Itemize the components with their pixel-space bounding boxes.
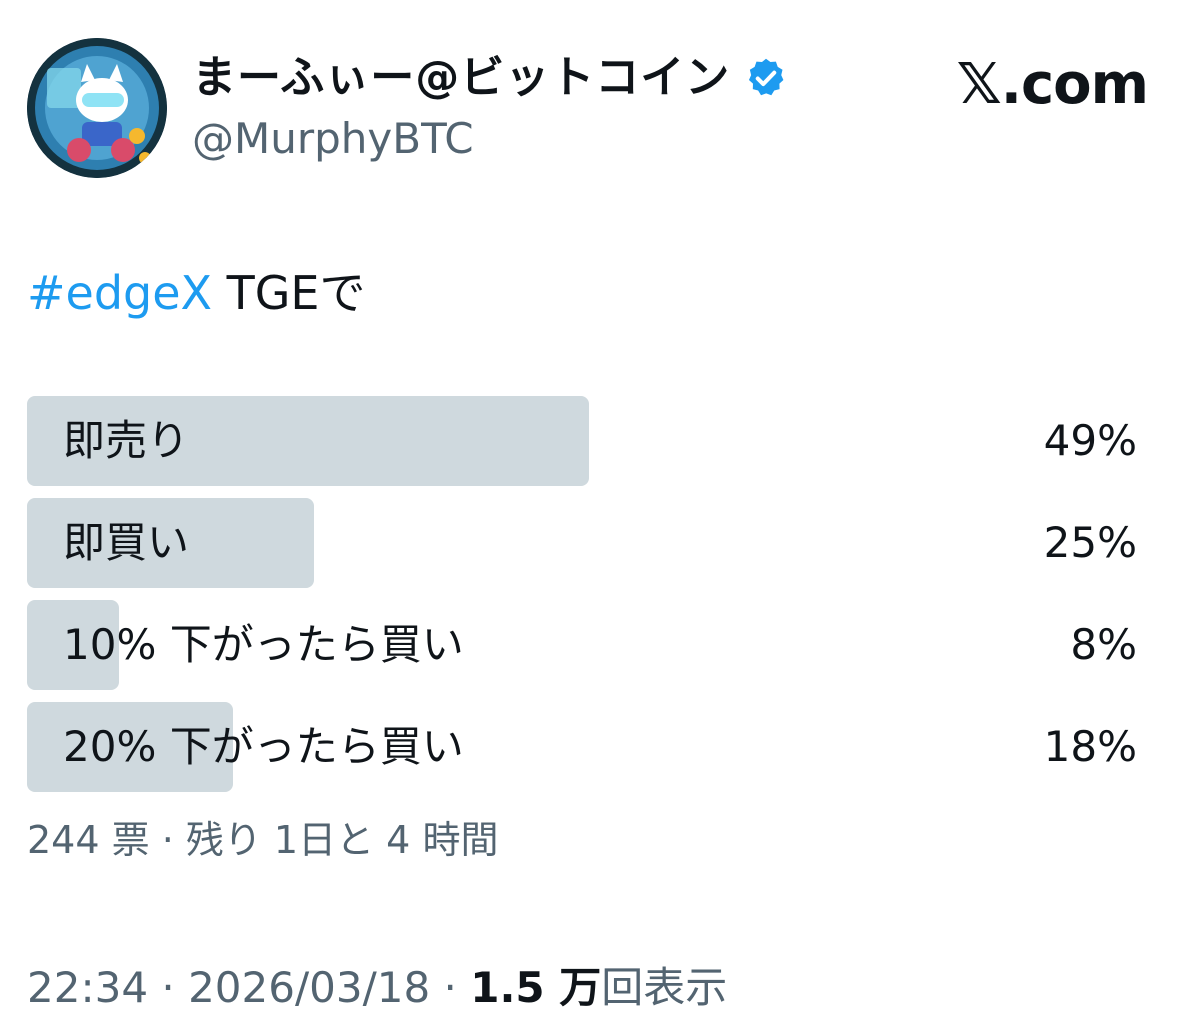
display-name-text: まーふぃー@ビットコイン <box>192 52 731 103</box>
poll-option-percent: 18% <box>1043 722 1137 771</box>
poll-option[interactable]: 10% 下がったら買い 8% <box>27 600 1137 690</box>
poll-bar <box>27 600 119 690</box>
poll-bar <box>27 702 233 792</box>
hashtag-link[interactable]: #edgeX <box>27 266 213 320</box>
poll-option[interactable]: 即売り 49% <box>27 396 1137 486</box>
timestamp-line: 22:34 · 2026/03/18 · 1.5 万回表示 <box>27 960 727 1016</box>
views-count: 1.5 万 <box>470 963 602 1012</box>
poll-option-label: 即買い <box>63 518 190 567</box>
poll-option-percent: 8% <box>1070 620 1137 669</box>
poll-option-percent: 25% <box>1043 518 1137 567</box>
poll-option-label: 20% 下がったら買い <box>63 722 464 771</box>
tweet-text: #edgeX TGEで <box>27 262 366 324</box>
tweet-body: TGEで <box>212 266 366 320</box>
poll-option[interactable]: 即買い 25% <box>27 498 1137 588</box>
views-label: 回表示 <box>601 963 728 1012</box>
poll-bar <box>27 396 589 486</box>
verified-badge-icon <box>744 56 788 100</box>
poll-option-percent: 49% <box>1043 416 1137 465</box>
poll-option-label: 即売り <box>63 416 190 465</box>
user-handle[interactable]: @MurphyBTC <box>192 114 474 163</box>
display-name[interactable]: まーふぃー@ビットコイン <box>192 50 788 106</box>
timestamp[interactable]: 22:34 · 2026/03/18 · <box>27 963 471 1012</box>
avatar-image <box>27 38 167 178</box>
poll-bar <box>27 498 314 588</box>
x-logo: 𝕏.com <box>956 52 1149 117</box>
poll-option[interactable]: 20% 下がったら買い 18% <box>27 702 1137 792</box>
poll: 即売り 49% 即買い 25% 10% 下がったら買い 8% 20% 下がったら… <box>27 396 1137 804</box>
poll-option-label: 10% 下がったら買い <box>63 620 464 669</box>
avatar[interactable] <box>27 38 167 178</box>
poll-meta: 244 票 · 残り 1日と 4 時間 <box>27 818 499 862</box>
